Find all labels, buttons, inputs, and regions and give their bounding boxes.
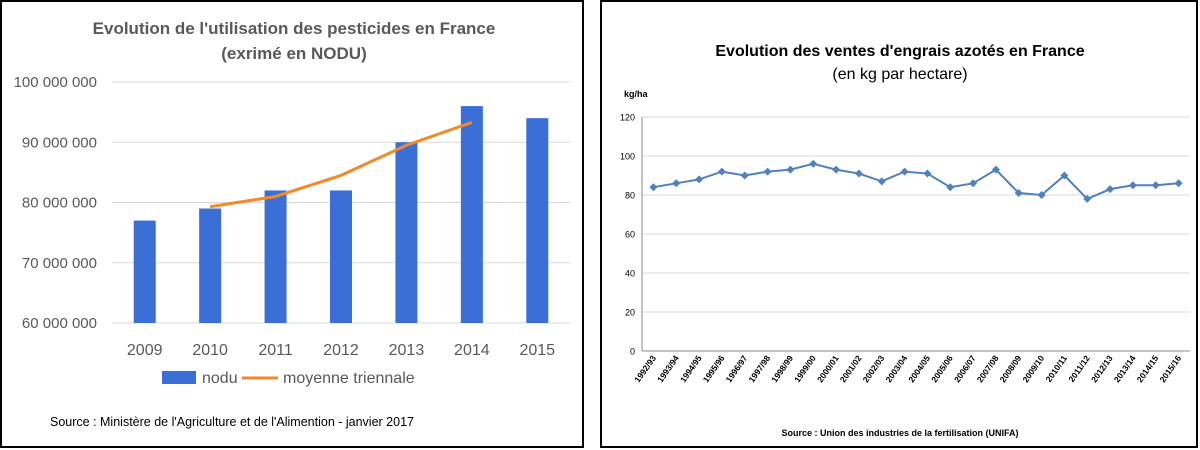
x-tick-label: 2005/06 bbox=[929, 353, 955, 384]
source-note: Source : Union des industries de la fert… bbox=[781, 428, 1018, 438]
x-tick-label: 2012 bbox=[323, 342, 359, 359]
bar-2014 bbox=[460, 106, 483, 323]
y-tick-label: 80 bbox=[625, 191, 635, 201]
engrais-series-line bbox=[653, 162, 1179, 201]
point-1993/94 bbox=[672, 179, 681, 188]
y-tick-label: 70 000 000 bbox=[22, 255, 97, 272]
y-tick-label: 0 bbox=[630, 347, 635, 357]
chart-title: Evolution des ventes d'engrais azotés en… bbox=[715, 43, 1084, 60]
bar-2012 bbox=[330, 190, 352, 323]
chart-subtitle: (en kg par hectare) bbox=[832, 66, 967, 83]
point-1992/93 bbox=[649, 183, 658, 192]
point-1995/96 bbox=[717, 167, 726, 176]
point-2008/09 bbox=[1014, 189, 1023, 198]
y-tick-label: 20 bbox=[625, 308, 635, 318]
chart-subtitle: (exrimé en NODU) bbox=[221, 44, 366, 63]
x-tick-label: 2002/03 bbox=[861, 353, 887, 384]
point-2013/14 bbox=[1128, 181, 1137, 190]
pesticides-chart-panel: Evolution de l'utilisation des pesticide… bbox=[0, 0, 584, 448]
x-tick-label: 1994/95 bbox=[678, 353, 704, 384]
point-2009/10 bbox=[1037, 191, 1046, 199]
x-tick-label: 1993/94 bbox=[655, 353, 681, 384]
point-2012/13 bbox=[1106, 185, 1115, 194]
x-tick-label: 2000/01 bbox=[815, 353, 841, 384]
x-tick-label: 1999/00 bbox=[792, 353, 818, 384]
moyenne-triennale-line bbox=[209, 120, 473, 209]
x-tick-label: 1996/97 bbox=[724, 353, 750, 384]
point-2004/05 bbox=[923, 169, 932, 178]
point-2007/08 bbox=[991, 165, 1000, 174]
x-tick-label: 2008/09 bbox=[998, 353, 1024, 384]
x-tick-label: 2009 bbox=[127, 342, 163, 359]
point-1999/00 bbox=[809, 159, 818, 168]
x-tick-label: 1997/98 bbox=[746, 353, 772, 384]
x-tick-label: 1995/96 bbox=[701, 353, 727, 384]
point-2001/02 bbox=[854, 169, 863, 178]
x-tick-label: 2006/07 bbox=[952, 353, 978, 384]
point-2005/06 bbox=[946, 183, 955, 192]
legend-label-moyenne: moyenne triennale bbox=[283, 370, 415, 387]
legend-swatch-nodu bbox=[162, 371, 196, 384]
y-axis-label: kg/ha bbox=[624, 89, 649, 99]
point-2002/03 bbox=[877, 177, 886, 186]
point-1997/98 bbox=[763, 167, 772, 176]
y-tick-label: 120 bbox=[620, 113, 635, 123]
x-tick-label: 2001/02 bbox=[838, 353, 864, 384]
point-2014/15 bbox=[1151, 181, 1160, 190]
x-tick-label: 2014/15 bbox=[1135, 353, 1161, 384]
source-note: Source : Ministère de l'Agriculture et d… bbox=[50, 415, 414, 429]
point-1996/97 bbox=[740, 171, 749, 180]
bar-2011 bbox=[264, 190, 287, 323]
y-tick-label: 60 bbox=[625, 230, 635, 240]
point-2006/07 bbox=[969, 179, 978, 188]
bar-2010 bbox=[199, 208, 222, 323]
point-2010/11 bbox=[1060, 171, 1069, 180]
x-tick-label: 2010/11 bbox=[1044, 353, 1070, 384]
x-tick-label: 2013/14 bbox=[1112, 353, 1138, 384]
point-2015/16 bbox=[1174, 179, 1183, 188]
x-tick-label: 2012/13 bbox=[1089, 353, 1115, 384]
x-tick-label: 1992/93 bbox=[632, 353, 658, 384]
legend-label-nodu: nodu bbox=[202, 370, 238, 387]
x-tick-label: 2015 bbox=[519, 342, 555, 359]
x-tick-label: 2015/16 bbox=[1157, 353, 1183, 384]
y-tick-label: 80 000 000 bbox=[22, 195, 97, 212]
engrais-chart-panel: Evolution des ventes d'engrais azotés en… bbox=[600, 0, 1198, 448]
bar-2013 bbox=[395, 142, 418, 323]
point-2000/01 bbox=[832, 165, 841, 174]
x-tick-label: 2011/12 bbox=[1066, 353, 1092, 384]
x-tick-label: 2013 bbox=[389, 342, 425, 359]
chart-title: Evolution de l'utilisation des pesticide… bbox=[93, 19, 496, 38]
y-tick-label: 100 000 000 bbox=[14, 74, 97, 91]
x-tick-label: 1998/99 bbox=[769, 353, 795, 384]
y-tick-label: 60 000 000 bbox=[22, 315, 97, 332]
y-tick-label: 100 bbox=[620, 152, 635, 162]
x-tick-label: 2009/10 bbox=[1020, 353, 1046, 384]
x-tick-label: 2011 bbox=[258, 342, 293, 359]
bar-2009 bbox=[133, 220, 156, 323]
x-tick-label: 2010 bbox=[192, 342, 228, 359]
bar-2015 bbox=[526, 118, 549, 324]
x-tick-label: 2007/08 bbox=[975, 353, 1001, 384]
y-tick-label: 40 bbox=[625, 269, 635, 279]
x-tick-label: 2004/05 bbox=[906, 353, 932, 384]
x-tick-label: 2014 bbox=[454, 342, 490, 359]
x-tick-label: 2003/04 bbox=[883, 353, 909, 384]
point-1998/99 bbox=[786, 165, 795, 174]
pesticides-chart: Evolution de l'utilisation des pesticide… bbox=[14, 19, 570, 429]
y-tick-label: 90 000 000 bbox=[22, 134, 97, 151]
engrais-chart: Evolution des ventes d'engrais azotés en… bbox=[620, 43, 1190, 438]
point-2011/12 bbox=[1083, 194, 1092, 203]
point-2003/04 bbox=[900, 167, 909, 176]
point-1994/95 bbox=[695, 175, 704, 184]
